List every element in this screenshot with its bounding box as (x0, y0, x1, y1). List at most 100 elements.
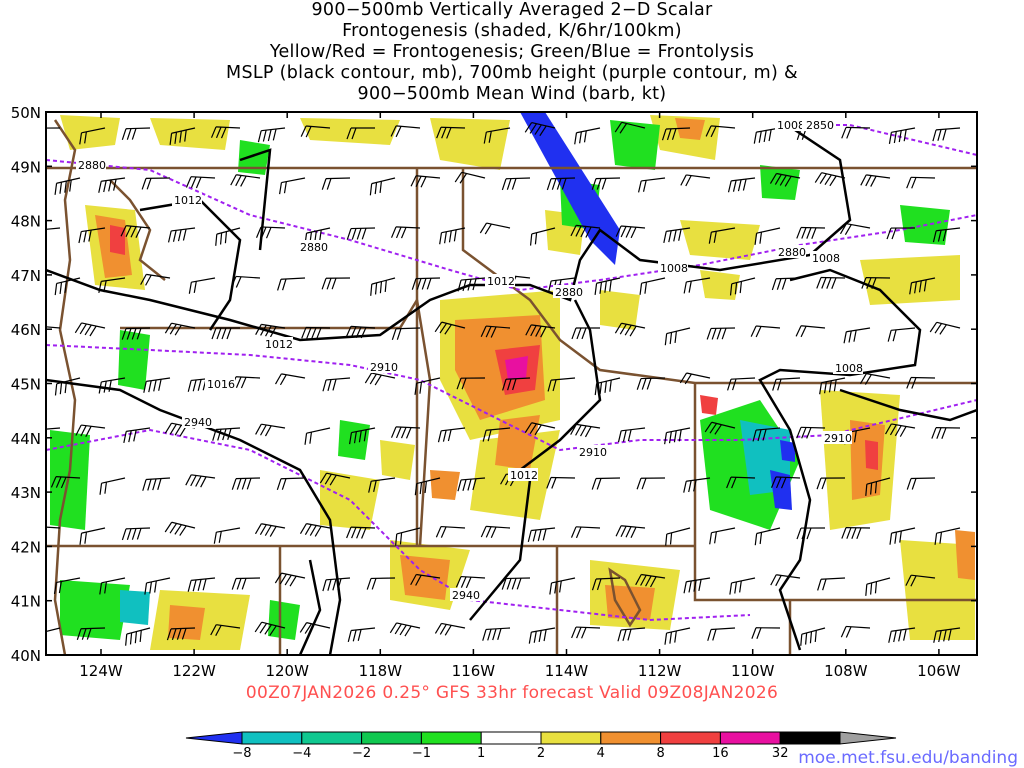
wind-barb (814, 172, 846, 187)
wind-barb (796, 426, 826, 439)
valid-time-label: 00Z07JAN2026 0.25° GFS 33hr forecast Val… (245, 683, 779, 703)
mslp-label: 1008 (660, 262, 688, 275)
political-borders (46, 119, 977, 655)
wind-barb (410, 573, 441, 586)
wind-barb (819, 377, 846, 395)
colorbar-box (660, 731, 721, 745)
wind-barb (524, 121, 556, 137)
wind-barb (665, 527, 691, 546)
wind-barb (906, 176, 936, 189)
wind-barb (210, 624, 241, 636)
mslp-contour-south-west (298, 559, 322, 655)
wind-barb (185, 176, 216, 189)
wind-barb (121, 327, 151, 340)
colorbar-box (540, 731, 602, 745)
wind-barb (54, 177, 81, 195)
wind-barb (796, 527, 826, 540)
colorbar-box (361, 731, 422, 745)
wind-barb (98, 277, 126, 293)
lat-label: 43N (11, 484, 41, 502)
wind-barb (751, 627, 781, 639)
wind-barb (414, 377, 441, 395)
colorbar-box (779, 731, 841, 745)
wind-barb (861, 277, 891, 289)
mslp-label: 1012 (487, 275, 515, 288)
wind-barb (414, 477, 441, 496)
state-border-wy (693, 383, 977, 602)
wind-barb (390, 426, 421, 439)
wind-barb (457, 477, 486, 492)
wind-barb (435, 525, 466, 538)
wind-barb (275, 373, 306, 386)
colorbar-box (241, 731, 303, 745)
lat-label: 50N (11, 104, 41, 122)
wind-barb (98, 377, 126, 394)
wind-barb (231, 477, 261, 490)
wind-barb (299, 523, 331, 537)
wind-barb (841, 126, 871, 139)
wind-barb (617, 427, 646, 443)
wind-barb (123, 427, 151, 443)
lat-label: 45N (11, 376, 41, 394)
wind-barb (321, 177, 351, 190)
wind-barb (368, 477, 396, 493)
wind-barb (54, 377, 81, 396)
wind-barb (46, 227, 61, 232)
wind-barb (390, 125, 421, 138)
colorbar-tick-label: 32 (772, 746, 789, 758)
wind-barb (142, 477, 171, 491)
wind-barb (434, 622, 466, 636)
wind-barb (79, 127, 106, 145)
colorbar-box (600, 731, 662, 745)
wind-barb (795, 325, 826, 338)
lat-label: 46N (11, 321, 41, 339)
wind-barb (840, 625, 871, 638)
lon-label: 124W (79, 662, 123, 680)
colorbar-ticks: −8 −4 −2 −1 1 2 4 8 16 32 (232, 746, 788, 758)
wind-barb (50, 476, 81, 489)
wind-barb (187, 577, 216, 592)
colorbar-box (301, 731, 363, 745)
wind-barb (546, 476, 576, 489)
state-border-id-west (415, 299, 432, 547)
wind-barb (164, 521, 196, 536)
wind-barb (502, 377, 531, 391)
wind-barb (726, 476, 756, 489)
wind-barb (99, 477, 126, 495)
wind-barb (663, 227, 691, 243)
wind-barb (841, 527, 871, 540)
wind-barb (636, 477, 666, 490)
wind-barb (594, 277, 621, 295)
mslp-label: 1012 (174, 194, 202, 207)
wind-barb (729, 277, 756, 296)
wind-barb (843, 327, 871, 344)
wind-barb (254, 523, 286, 537)
wind-barb (683, 577, 711, 594)
wind-barb (54, 277, 81, 296)
wind-barb (479, 222, 511, 235)
height-label: 2910 (579, 446, 607, 459)
colorbar: −8 −4 −2 −1 1 2 4 8 16 32 (185, 731, 897, 758)
wind-barb (727, 177, 756, 193)
lon-label: 106W (917, 662, 961, 680)
wind-barb (255, 323, 286, 338)
wind-barb (617, 627, 646, 642)
wind-barb (839, 223, 871, 236)
wind-barb (231, 577, 261, 590)
wind-barb (591, 577, 621, 591)
wind-barb (705, 125, 736, 138)
wind-barb (570, 423, 601, 438)
wind-barb (98, 177, 126, 193)
wind-barb (213, 527, 241, 544)
wind-barb (255, 226, 286, 239)
wind-barb (346, 526, 376, 539)
wind-barb (639, 277, 666, 295)
wind-barb (457, 277, 486, 292)
title-line-5: 900−500mb Mean Wind (barb, kt) (357, 84, 667, 104)
wind-barb (46, 326, 61, 329)
lat-label: 48N (11, 213, 41, 231)
wind-barb (78, 227, 106, 244)
wind-barb (391, 327, 421, 341)
title-line-1: 900−500mb Vertically Averaged 2−D Scalar (311, 0, 713, 20)
wind-barb (389, 622, 421, 637)
